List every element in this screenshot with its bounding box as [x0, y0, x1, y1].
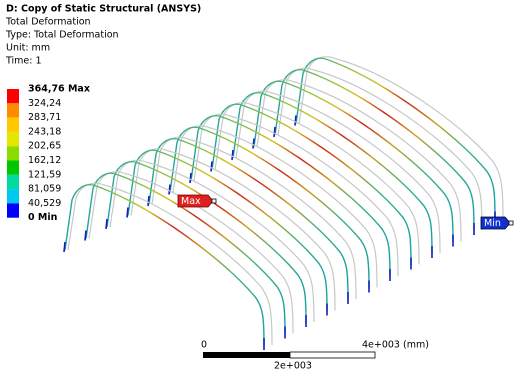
result-name: Total Deformation [5, 17, 91, 28]
scale-bar: 0 4e+003 (mm) 2e+003 [201, 340, 429, 372]
header: D: Copy of Static Structural (ANSYS) Tot… [5, 4, 201, 67]
legend-swatch [7, 118, 19, 132]
scale-end: 4e+003 (mm) [362, 340, 429, 351]
legend-swatch [7, 175, 19, 189]
legend-label: 324,24 [28, 98, 61, 109]
legend-swatch [7, 89, 19, 103]
legend-label: 162,12 [28, 155, 61, 166]
frame-support [106, 219, 306, 327]
unit: Unit: mm [6, 43, 50, 54]
undeformed-frame [68, 183, 272, 345]
legend-swatch [7, 146, 19, 160]
result-type: Type: Total Deformation [5, 30, 119, 41]
time: Time: 1 [5, 56, 42, 67]
legend-label: 364,76 Max [28, 84, 90, 95]
legend-label: 81,059 [28, 184, 61, 195]
frame-support [127, 208, 327, 316]
legend-label: 202,65 [28, 141, 61, 152]
max-label: Max [181, 196, 201, 207]
deformed-frame [128, 150, 327, 310]
frame-support [85, 231, 285, 339]
frame-support [64, 242, 264, 350]
viewport: D: Copy of Static Structural (ANSYS) Tot… [0, 0, 518, 373]
model [64, 57, 503, 350]
scale-start: 0 [201, 340, 207, 351]
legend-label: 40,529 [28, 198, 61, 209]
max-probe: Max [178, 195, 216, 207]
legend-swatch [7, 132, 19, 146]
scale-middle: 2e+003 [274, 361, 312, 372]
deformed-frame [107, 162, 306, 322]
legend-label: 0 Min [28, 212, 58, 223]
title: D: Copy of Static Structural (ANSYS) [6, 4, 201, 15]
legend-label: 283,71 [28, 112, 61, 123]
min-probe: Min [481, 217, 513, 229]
legend-label: 121,59 [28, 169, 61, 180]
legend: 364,76 Max 324,24 283,71 243,18 202,65 1… [7, 84, 90, 224]
legend-swatch [7, 103, 19, 117]
legend-swatch [7, 189, 19, 203]
deformed-frame [65, 185, 264, 345]
legend-swatch [7, 203, 19, 217]
legend-label: 243,18 [28, 126, 61, 137]
legend-swatch [7, 161, 19, 175]
min-label: Min [484, 218, 501, 229]
